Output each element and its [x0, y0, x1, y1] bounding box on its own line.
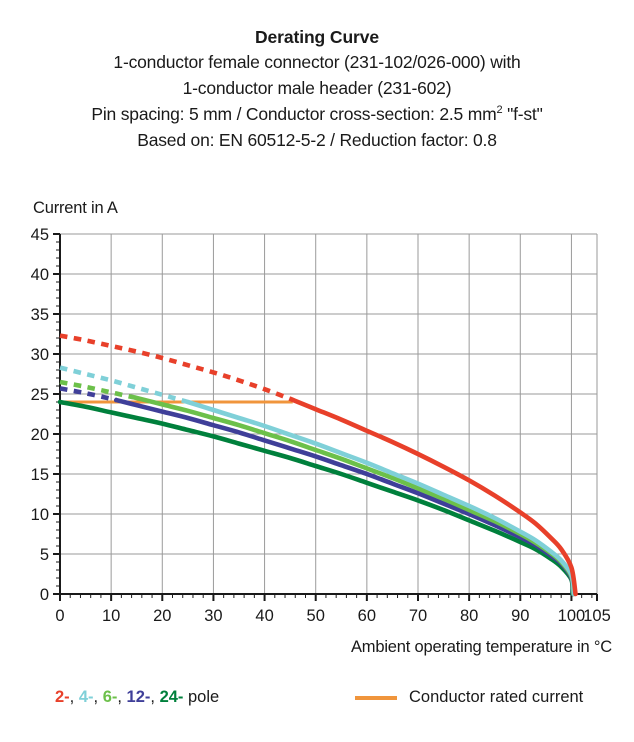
y-tick-label: 20: [31, 426, 49, 444]
legend-pole-12: 12-: [126, 688, 151, 706]
x-tick-label: 10: [102, 607, 120, 622]
y-tick-label: 10: [31, 506, 49, 524]
y-tick-label: 0: [40, 586, 49, 604]
y-tick-label: 30: [31, 346, 49, 364]
legend-pole-suffix: pole: [183, 688, 220, 706]
y-tick-label: 15: [31, 466, 49, 484]
x-tick-label: 60: [358, 607, 376, 622]
legend-pole-list: 2-, 4-, 6-, 12-, 24- pole: [55, 688, 219, 707]
header-line-4-text: Pin spacing: 5 mm / Conductor cross-sect…: [91, 104, 497, 124]
header-line-2: 1-conductor female connector (231-102/02…: [113, 52, 521, 72]
legend-pole-24: 24-: [159, 688, 184, 706]
header-line-4: Pin spacing: 5 mm / Conductor cross-sect…: [0, 101, 634, 127]
legend-rated-current: Conductor rated current: [355, 688, 583, 707]
legend-pole-6: 6-: [102, 688, 118, 706]
header-line-3: 1-conductor male header (231-602): [182, 78, 452, 98]
x-tick-label: 100: [558, 607, 586, 622]
series-line-2-pole: [290, 397, 578, 597]
y-tick-label: 45: [31, 226, 49, 244]
header-line-4-superscript: 2: [496, 104, 503, 117]
x-tick-label: 30: [204, 607, 222, 622]
legend-pole-4: 4-: [78, 688, 94, 706]
legend-separator: ,: [69, 688, 79, 706]
series-line-4-pole: [182, 398, 577, 597]
rated-current-swatch-icon: [355, 695, 397, 700]
legend-separator: ,: [93, 688, 103, 706]
chart-header: Derating Curve 1-conductor female connec…: [0, 0, 634, 153]
y-tick-label: 40: [31, 266, 49, 284]
derating-chart: 0 5 10 15 20 25 30 35 40 45 0 10 20 30 40 50 60 70 80 90 100…: [31, 226, 611, 622]
x-tick-label: 90: [511, 607, 529, 622]
chart-legend: 2-, 4-, 6-, 12-, 24- pole Conductor rate…: [0, 688, 634, 722]
rated-current-label: Conductor rated current: [409, 688, 584, 706]
legend-pole-2: 2-: [55, 688, 70, 706]
x-tick-label: 0: [55, 607, 64, 622]
header-line-5: Based on: EN 60512-5-2 / Reduction facto…: [137, 130, 497, 150]
legend-separator: ,: [117, 688, 127, 706]
x-tick-label: 50: [307, 607, 325, 622]
series-line-24-pole: [57, 399, 575, 597]
x-tick-label: 80: [460, 607, 478, 622]
x-tick-label: 20: [153, 607, 171, 622]
y-tick-label: 35: [31, 306, 49, 324]
x-tick-label: 70: [409, 607, 427, 622]
y-tick-label: 5: [40, 546, 49, 564]
series-line-dashed-2-pole: [59, 333, 296, 403]
x-tick-label: 105: [583, 607, 611, 622]
x-tick-label: 40: [255, 607, 273, 622]
x-axis-title: Ambient operating temperature in °C: [351, 638, 612, 656]
legend-separator: ,: [150, 688, 160, 706]
y-tick-label: 25: [31, 386, 49, 404]
header-line-4-suffix: "f-st": [502, 104, 543, 124]
page-title: Derating Curve: [254, 27, 380, 47]
y-axis-title: Current in A: [33, 199, 118, 217]
